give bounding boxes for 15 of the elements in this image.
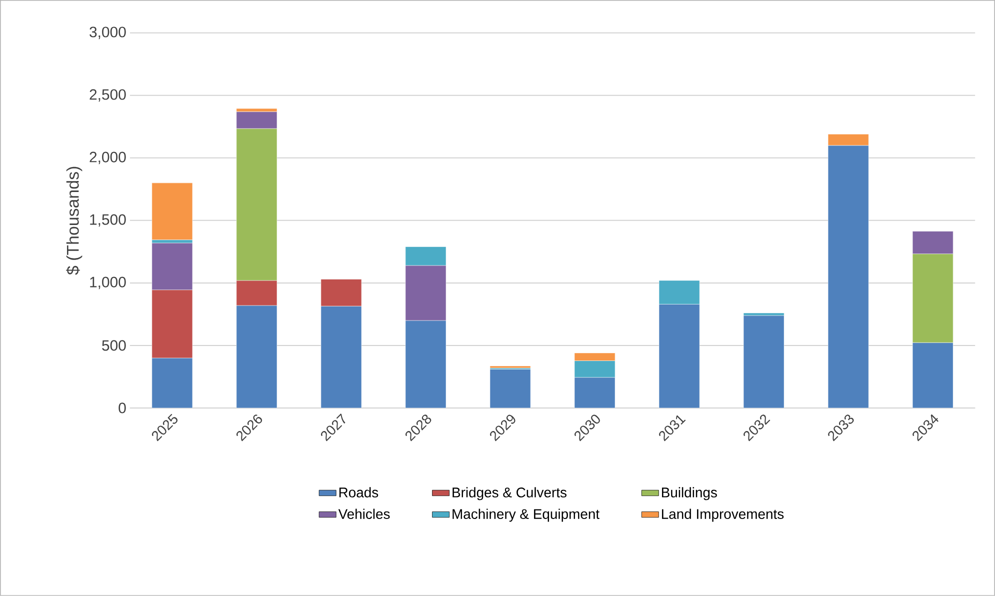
- legend-label: Land Improvements: [662, 508, 784, 522]
- legend-label: Machinery & Equipment: [452, 508, 600, 522]
- y-tick-label: 2,500: [90, 89, 126, 102]
- legend-label: Roads: [339, 487, 378, 498]
- legend-label: Vehicles: [338, 508, 390, 520]
- legend-label: Buildings: [662, 487, 717, 500]
- y-tick-label: 1,000: [90, 276, 126, 290]
- y-tick-label: 2,000: [90, 152, 126, 164]
- y-tick-label: 3,000: [90, 26, 126, 40]
- y-tick-label: 500: [102, 340, 126, 351]
- bar: [152, 182, 193, 240]
- y-tick-label: 1,500: [90, 214, 126, 227]
- legend-label: Bridges & Culverts: [452, 487, 566, 500]
- y-tick-label: 0: [118, 402, 126, 414]
- y-axis-title: $ (Thousands): [66, 166, 82, 275]
